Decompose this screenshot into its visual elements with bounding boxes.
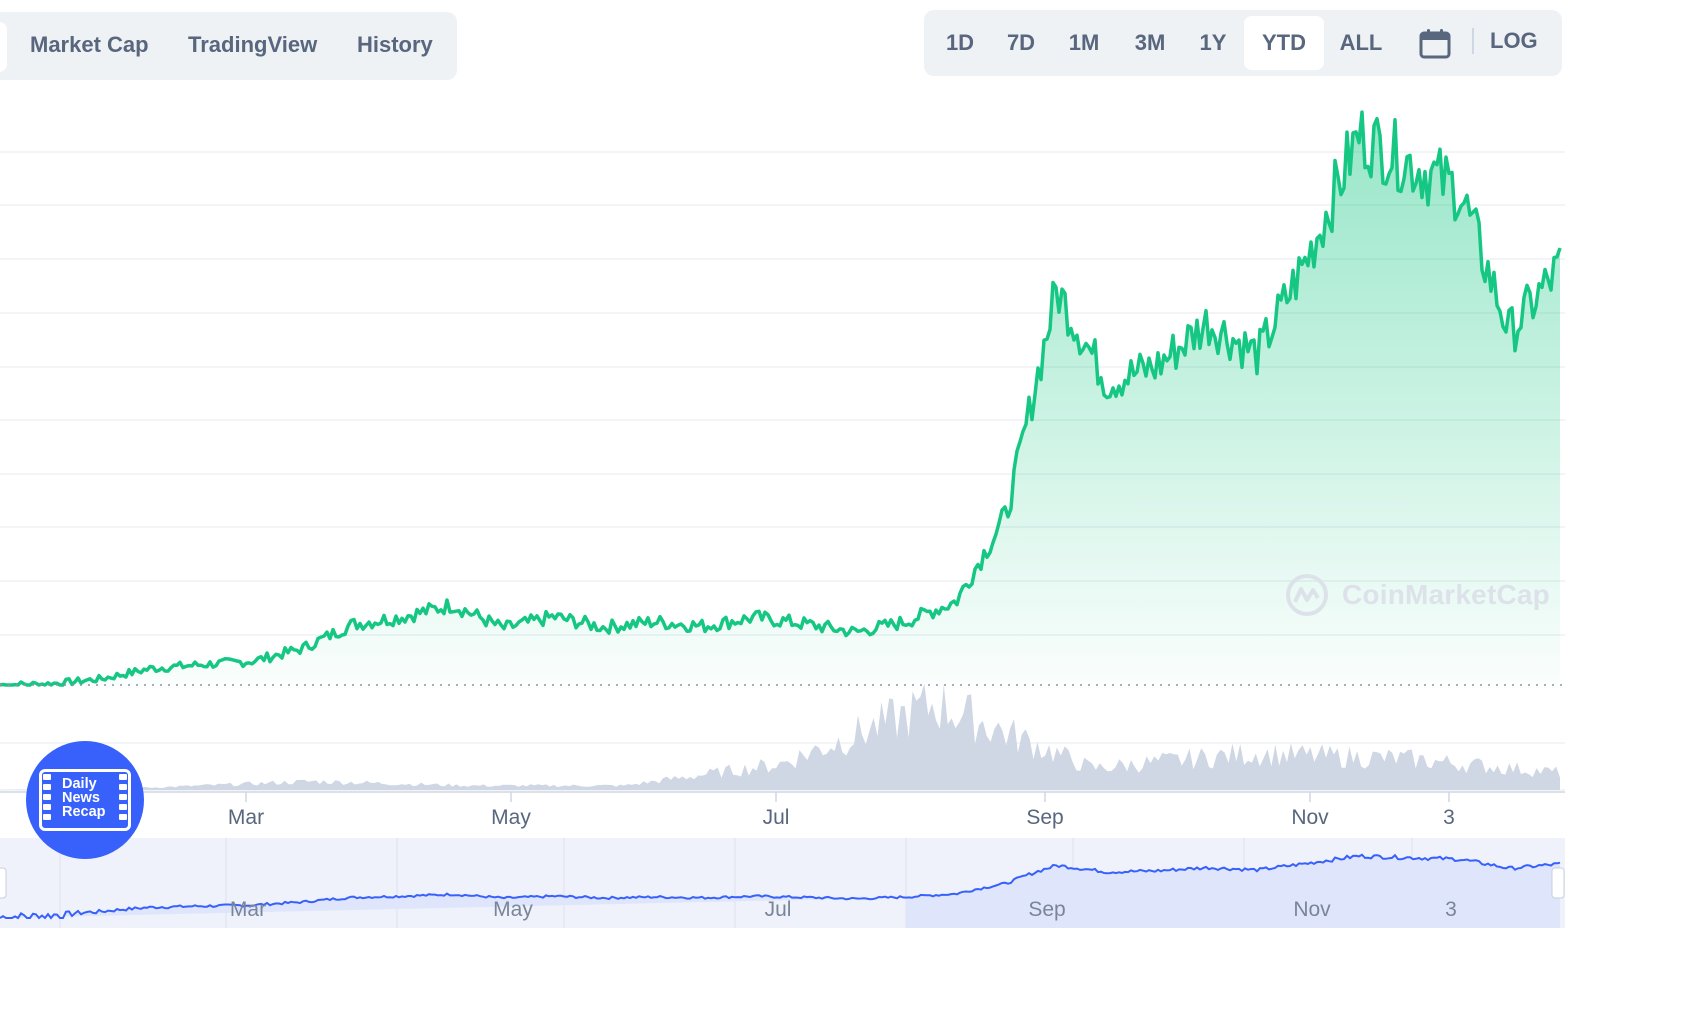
navigator-line — [0, 853, 1561, 920]
daily-news-recap-badge[interactable]: Daily News Recap — [26, 741, 144, 859]
price-chart[interactable]: Mar May Jul Sep Nov 3 — [0, 80, 1565, 840]
x-axis-ticks: Mar May Jul Sep Nov 3 — [0, 791, 1565, 829]
x-tick-label: Mar — [228, 806, 264, 829]
x-tick-label: Jul — [763, 806, 790, 829]
navigator-area — [0, 854, 1560, 928]
film-strip-holes-right — [119, 774, 127, 824]
x-tick-label: May — [491, 806, 531, 829]
range-1y[interactable]: 1Y — [1199, 30, 1227, 55]
tab-active-partial[interactable] — [0, 22, 7, 72]
range-1m[interactable]: 1M — [1068, 30, 1100, 55]
film-strip-icon — [39, 769, 131, 831]
navigator-tick-label: Jul — [765, 898, 792, 921]
view-tab-group — [0, 12, 457, 80]
toolbar-divider — [1472, 28, 1474, 54]
price-line — [0, 110, 1562, 687]
navigator-chart[interactable]: Mar May Jul Sep Nov 3 — [0, 838, 1565, 928]
x-tick-label: Sep — [1026, 806, 1063, 829]
price-area — [0, 112, 1560, 686]
volume-area — [0, 683, 1560, 790]
range-all[interactable]: ALL — [1339, 30, 1383, 55]
tab-tradingview[interactable]: TradingView — [188, 32, 318, 57]
navigator-handle-left[interactable] — [0, 867, 7, 899]
navigator-tick-label: Sep — [1028, 898, 1065, 921]
x-tick-label: Nov — [1291, 806, 1329, 829]
range-7d[interactable]: 7D — [1006, 30, 1036, 55]
navigator-handle-right[interactable] — [1551, 867, 1565, 899]
badge-line-3: Recap — [62, 804, 106, 820]
coinmarketcap-logo-icon — [1286, 574, 1328, 616]
range-ytd[interactable]: YTD — [1244, 16, 1324, 70]
watermark: CoinMarketCap — [1342, 579, 1550, 610]
navigator-tick-label: Nov — [1293, 898, 1331, 921]
log-scale-button[interactable]: LOG — [1490, 28, 1538, 53]
volume-series — [0, 683, 1560, 790]
navigator-ticks: Mar May Jul Sep Nov 3 — [230, 898, 1457, 921]
navigator-tick-label: May — [493, 898, 533, 921]
range-1d[interactable]: 1D — [945, 30, 975, 55]
tab-history[interactable]: History — [357, 32, 433, 57]
range-3m[interactable]: 3M — [1134, 30, 1166, 55]
x-tick-label: 3 — [1443, 806, 1455, 829]
film-strip-holes-left — [43, 774, 51, 824]
tab-market-cap[interactable]: Market Cap — [30, 32, 149, 57]
range-selector — [924, 10, 1562, 76]
calendar-icon[interactable] — [1418, 28, 1452, 60]
navigator-tick-label: 3 — [1445, 898, 1457, 921]
badge-line-2: News — [62, 790, 100, 806]
navigator-tick-label: Mar — [230, 898, 266, 921]
badge-line-1: Daily — [62, 776, 97, 792]
badge-label: Daily News Recap — [62, 776, 112, 820]
